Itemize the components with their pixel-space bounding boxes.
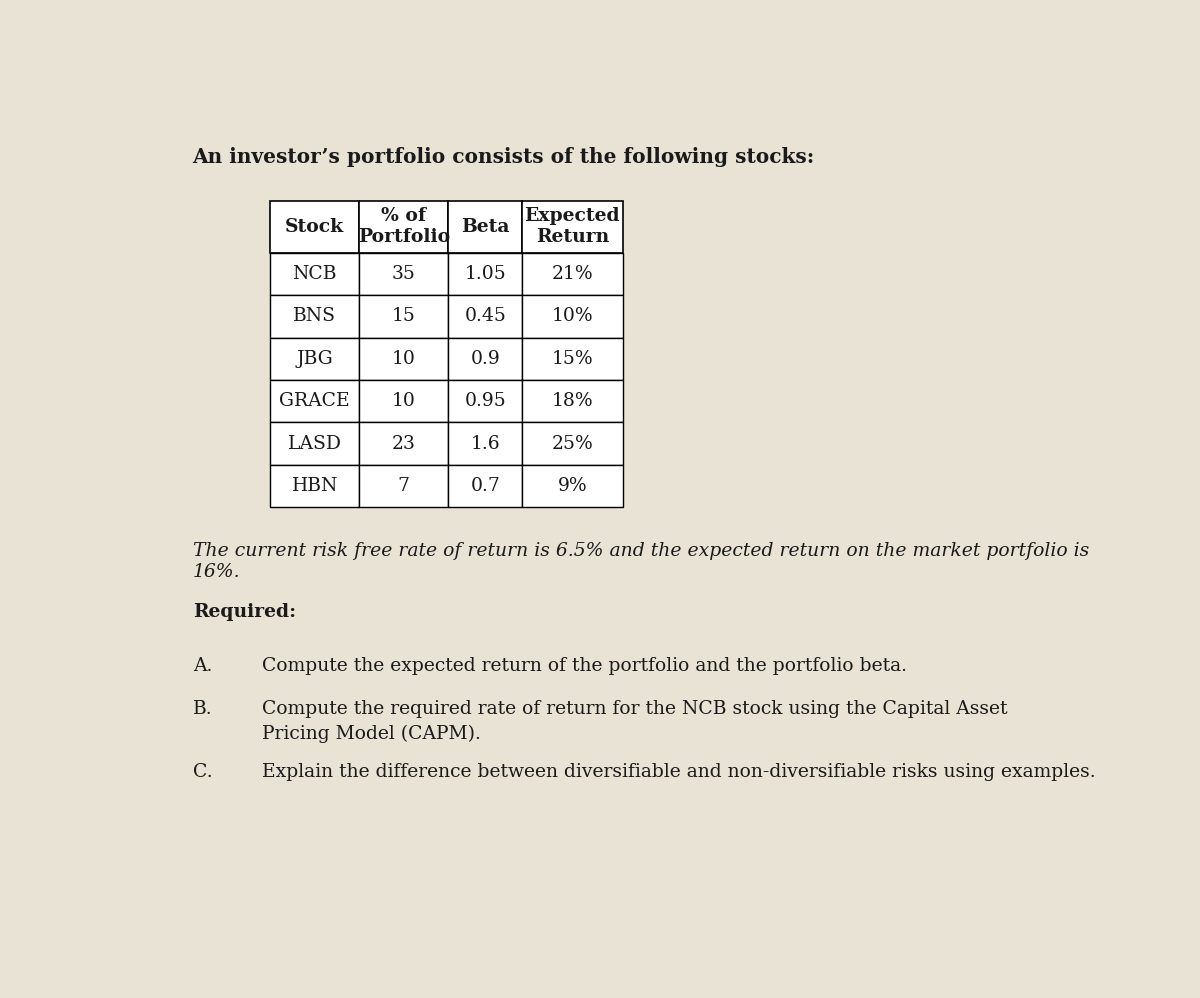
Text: 0.9: 0.9 [470,350,500,368]
Text: 16%.: 16%. [193,563,240,581]
Bar [270,295,359,337]
Bar [270,422,359,465]
Text: GRACE: GRACE [280,392,350,410]
Bar [270,201,359,252]
Bar [359,380,449,422]
Bar [522,380,623,422]
Text: 15: 15 [392,307,415,325]
Bar [359,422,449,465]
Text: An investor’s portfolio consists of the following stocks:: An investor’s portfolio consists of the … [193,147,815,167]
Text: C.: C. [193,763,212,781]
Bar [522,465,623,507]
Text: 18%: 18% [552,392,593,410]
Bar [449,380,522,422]
Bar [359,295,449,337]
Text: Beta: Beta [461,218,509,236]
Bar [449,337,522,380]
Text: 25%: 25% [552,434,593,452]
Text: 0.95: 0.95 [464,392,506,410]
Text: 0.7: 0.7 [470,477,500,495]
Bar [270,380,359,422]
Text: 10%: 10% [552,307,593,325]
Text: 1.05: 1.05 [464,265,506,283]
Bar [522,252,623,295]
Bar [449,422,522,465]
Bar [270,252,359,295]
Bar [359,252,449,295]
Bar [522,337,623,380]
Bar [522,201,623,252]
Text: The current risk free rate of return is 6.5% and the expected return on the mark: The current risk free rate of return is … [193,542,1088,560]
Text: HBN: HBN [292,477,338,495]
Text: 15%: 15% [552,350,593,368]
Bar [270,337,359,380]
Bar [449,252,522,295]
Text: 10: 10 [392,392,415,410]
Text: Compute the required rate of return for the NCB stock using the Capital Asset
Pr: Compute the required rate of return for … [263,700,1008,743]
Text: JBG: JBG [296,350,334,368]
Text: Expected
Return: Expected Return [524,208,620,247]
Bar [359,465,449,507]
Text: Required:: Required: [193,604,295,622]
Text: 23: 23 [392,434,415,452]
Text: 21%: 21% [552,265,593,283]
Bar [359,201,449,252]
Text: 10: 10 [392,350,415,368]
Bar [522,422,623,465]
Bar [522,295,623,337]
Text: 35: 35 [392,265,415,283]
Text: 0.45: 0.45 [464,307,506,325]
Text: % of
Portfolio: % of Portfolio [358,208,450,247]
Text: 1.6: 1.6 [470,434,500,452]
Text: B.: B. [193,700,212,718]
Bar [449,295,522,337]
Bar [449,201,522,252]
Text: 9%: 9% [558,477,587,495]
Bar [359,337,449,380]
Text: NCB: NCB [293,265,337,283]
Text: Explain the difference between diversifiable and non-diversifiable risks using e: Explain the difference between diversifi… [263,763,1096,781]
Text: LASD: LASD [288,434,342,452]
Text: 7: 7 [398,477,410,495]
Bar [270,465,359,507]
Text: Stock: Stock [286,218,344,236]
Text: Compute the expected return of the portfolio and the portfolio beta.: Compute the expected return of the portf… [263,658,907,676]
Bar [449,465,522,507]
Text: BNS: BNS [293,307,336,325]
Text: A.: A. [193,658,212,676]
